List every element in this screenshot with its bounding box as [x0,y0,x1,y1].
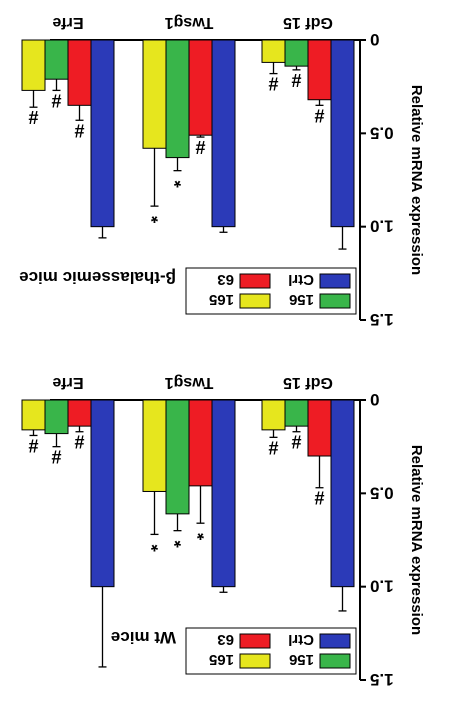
legend-swatch [239,633,271,649]
bar [44,39,69,80]
y-tick-label: 1.0 [370,577,394,596]
significance-mark: # [74,432,84,452]
legend-label: 165 [209,651,234,668]
legend-label: 63 [217,631,234,648]
legend-label: Ctrl [288,271,314,288]
significance-mark: * [151,206,158,226]
legend-swatch [319,633,351,649]
y-tick-label: 0.5 [370,483,394,502]
significance-mark: * [151,534,158,554]
bar [261,39,286,63]
bar [21,39,46,91]
significance-mark: # [314,105,324,125]
bar [211,399,236,588]
panel-beta-thalassemic: 0 0.5 1.0 1.5 Relative mRNA expression Gdf 15… [19,14,425,329]
category-label: Twsg1 [165,14,214,31]
legend-label: 165 [209,291,234,308]
legend-swatch [319,273,351,289]
significance-mark: # [314,488,324,508]
bar [330,399,355,588]
bar [307,399,332,457]
significance-mark: # [28,435,38,455]
bar [188,399,213,487]
significance-mark: # [291,70,301,90]
legend-label: Ctrl [288,631,314,648]
y-axis-title: Relative mRNA expression [408,85,425,275]
y-axis-title: Relative mRNA expression [408,445,425,635]
legend-swatch [319,293,351,309]
legend-label: 156 [289,651,314,668]
significance-mark: # [51,447,61,467]
y-tick-label: 1.5 [370,310,394,329]
bar [67,399,92,427]
category-label: Erfe [52,374,83,391]
bar [21,399,46,431]
significance-mark: # [291,432,301,452]
bar [261,399,286,431]
significance-mark: # [195,137,205,157]
bar [330,39,355,228]
y-tick-label: 0 [370,30,379,49]
bar [142,399,167,492]
legend-swatch [239,293,271,309]
y-tick-label: 0.5 [370,123,394,142]
bar [284,39,309,67]
bar [211,39,236,228]
category-label: Twsg1 [165,374,214,391]
bar [90,39,115,228]
bar [165,39,190,159]
y-tick-label: 0 [370,390,379,409]
legend-label: 156 [289,291,314,308]
bar [90,399,115,588]
y-tick-label: 1.0 [370,217,394,236]
significance-mark: # [28,107,38,127]
bar [142,39,167,149]
significance-mark: * [174,531,181,551]
legend-label: 63 [217,271,234,288]
bar [307,39,332,101]
significance-mark: * [197,523,204,543]
legend-swatch [239,273,271,289]
category-label: Gdf 15 [283,374,333,391]
legend-swatch [319,653,351,669]
bar [165,399,190,515]
bar [284,399,309,427]
panel-wt: 0 0.5 1.0 1.5 Relative mRNA expression Gdf 15… [21,374,425,689]
y-tick-label: 1.5 [370,670,394,689]
bar [44,399,69,435]
panel-title: β-thalassemic mice [19,268,176,287]
panel-title: Wt mice [111,628,176,647]
bar [67,39,92,106]
significance-mark: # [268,74,278,94]
category-label: Erfe [52,14,83,31]
significance-mark: * [174,171,181,191]
significance-mark: # [51,90,61,110]
category-label: Gdf 15 [283,14,333,31]
bar [188,39,213,136]
significance-mark: # [74,120,84,140]
significance-mark: # [268,437,278,457]
legend-swatch [239,653,271,669]
